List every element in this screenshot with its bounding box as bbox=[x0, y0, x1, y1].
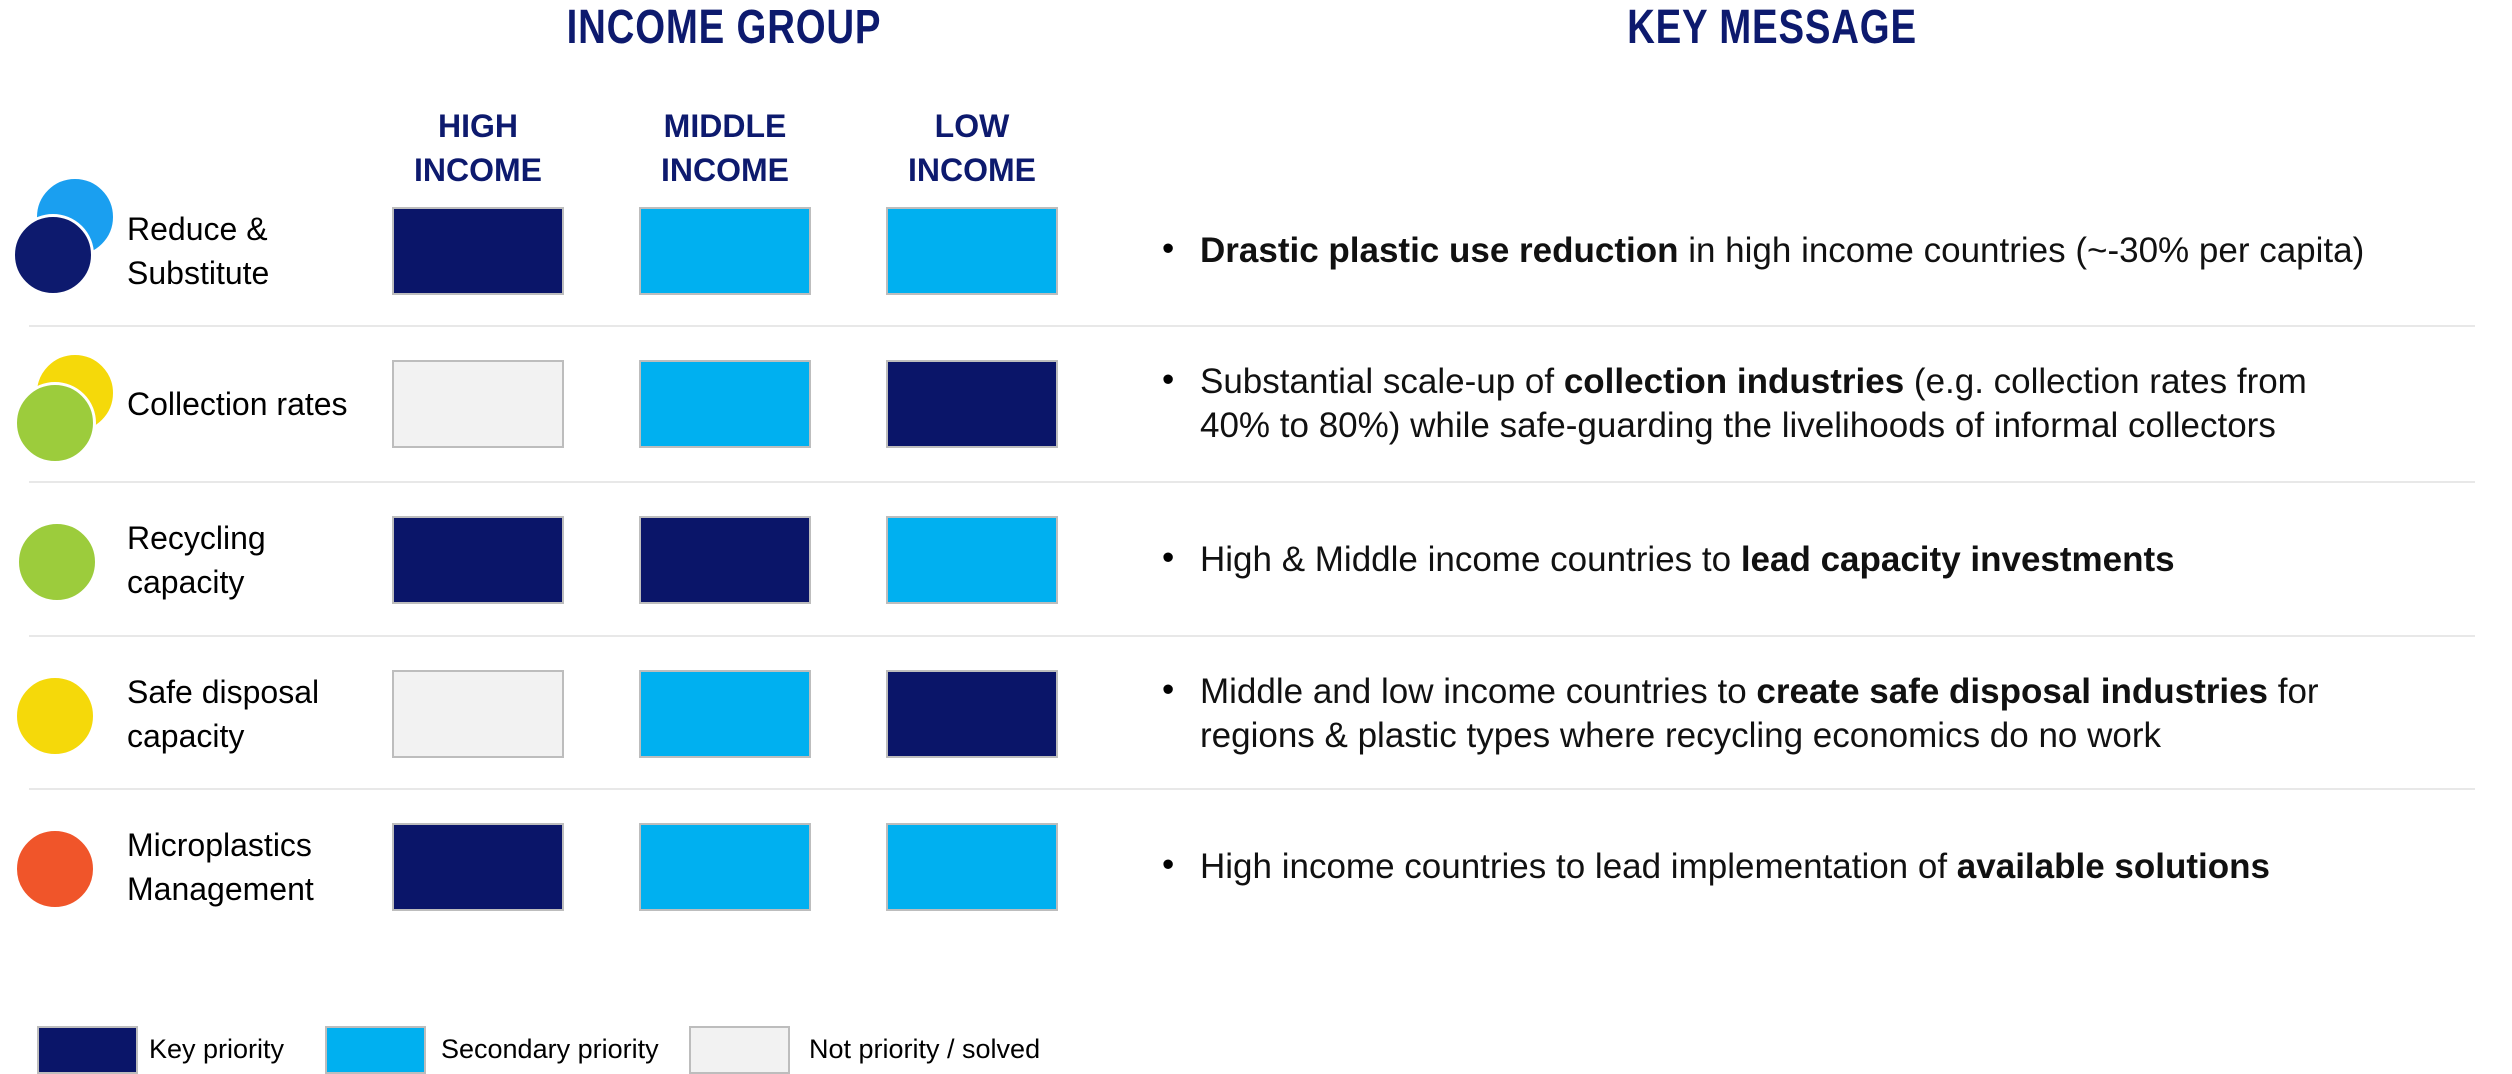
message-line: 40% to 80%) while safe-guarding the live… bbox=[1200, 404, 2307, 448]
row-separator bbox=[29, 325, 2475, 327]
row-label-line: capacity bbox=[127, 718, 245, 754]
key-message: High income countries to lead implementa… bbox=[1200, 845, 2270, 889]
priority-cell bbox=[886, 516, 1058, 604]
column-header: LOW INCOME bbox=[852, 104, 1092, 192]
row-label: Microplastics Management bbox=[127, 823, 314, 911]
column-header-line: HIGH bbox=[438, 108, 518, 144]
priority-cell bbox=[639, 823, 811, 911]
column-header-line: LOW bbox=[934, 108, 1010, 144]
message-text: for bbox=[2268, 672, 2319, 711]
priority-cell bbox=[392, 670, 564, 758]
row-separator bbox=[29, 635, 2475, 637]
row-label-line: Management bbox=[127, 871, 314, 907]
key-message: Drastic plastic use reduction in high in… bbox=[1200, 229, 2364, 273]
legend-label: Secondary priority bbox=[441, 1034, 659, 1064]
row-label-line: Collection rates bbox=[127, 386, 348, 422]
legend-swatch bbox=[37, 1026, 138, 1074]
column-header: MIDDLE INCOME bbox=[605, 104, 845, 192]
row-label-line: Microplastics bbox=[127, 827, 312, 863]
message-text: 40% to 80%) while safe-guarding the live… bbox=[1200, 406, 2276, 445]
bullet: • bbox=[1162, 845, 1175, 884]
row-label-line: Recycling bbox=[127, 520, 266, 556]
priority-cell bbox=[392, 360, 564, 448]
priority-cell bbox=[639, 360, 811, 448]
legend-label: Key priority bbox=[149, 1034, 285, 1064]
message-line: High & Middle income countries to lead c… bbox=[1200, 538, 2175, 582]
message-text: regions & plastic types where recycling … bbox=[1200, 716, 2161, 755]
row-icon bbox=[16, 521, 98, 603]
column-header: HIGH INCOME bbox=[358, 104, 598, 192]
priority-cell bbox=[639, 516, 811, 604]
priority-cell bbox=[639, 207, 811, 295]
legend-label: Not priority / solved bbox=[809, 1034, 1041, 1064]
key-message: Substantial scale-up of collection indus… bbox=[1200, 360, 2307, 448]
bullet: • bbox=[1162, 229, 1175, 268]
priority-cell bbox=[392, 207, 564, 295]
row-separator bbox=[29, 788, 2475, 790]
right-title: KEY MESSAGE bbox=[1627, 1, 1917, 54]
row-label-line: capacity bbox=[127, 564, 245, 600]
left-title: INCOME GROUP bbox=[566, 1, 882, 54]
bullet: • bbox=[1162, 360, 1175, 399]
message-line: Substantial scale-up of collection indus… bbox=[1200, 360, 2307, 404]
priority-cell bbox=[886, 823, 1058, 911]
priority-cell bbox=[886, 360, 1058, 448]
column-header-line: INCOME bbox=[661, 152, 789, 188]
message-text: Substantial scale-up of bbox=[1200, 362, 1564, 401]
message-bold: create safe disposal industries bbox=[1756, 672, 2269, 711]
row-label: Collection rates bbox=[127, 382, 348, 426]
message-line: High income countries to lead implementa… bbox=[1200, 845, 2270, 889]
message-bold: Drastic plastic use reduction bbox=[1200, 231, 1679, 270]
row-separator bbox=[29, 481, 2475, 483]
row-label: Safe disposal capacity bbox=[127, 670, 319, 758]
row-icon bbox=[14, 382, 96, 464]
bullet: • bbox=[1162, 538, 1175, 577]
message-line: regions & plastic types where recycling … bbox=[1200, 714, 2319, 758]
column-header-line: INCOME bbox=[414, 152, 542, 188]
message-line: Middle and low income countries to creat… bbox=[1200, 670, 2319, 714]
message-bold: collection industries bbox=[1563, 362, 1905, 401]
priority-cell bbox=[639, 670, 811, 758]
message-line: Drastic plastic use reduction in high in… bbox=[1200, 229, 2364, 273]
column-header-line: MIDDLE bbox=[663, 108, 787, 144]
message-text: High & Middle income countries to bbox=[1200, 540, 1741, 579]
key-message: Middle and low income countries to creat… bbox=[1200, 670, 2319, 758]
row-label: Recycling capacity bbox=[127, 516, 266, 604]
row-label-line: Reduce & bbox=[127, 211, 268, 247]
row-label-line: Safe disposal bbox=[127, 674, 320, 710]
message-text: Middle and low income countries to bbox=[1200, 672, 1757, 711]
priority-cell bbox=[886, 670, 1058, 758]
bullet: • bbox=[1162, 670, 1175, 709]
message-bold: available solutions bbox=[1956, 847, 2270, 886]
message-bold: lead capacity investments bbox=[1740, 540, 2175, 579]
legend-swatch bbox=[325, 1026, 426, 1074]
priority-cell bbox=[392, 516, 564, 604]
priority-cell bbox=[392, 823, 564, 911]
message-text: High income countries to lead implementa… bbox=[1200, 847, 1957, 886]
row-icon bbox=[14, 675, 96, 757]
row-icon bbox=[14, 828, 96, 910]
key-message: High & Middle income countries to lead c… bbox=[1200, 538, 2175, 582]
column-header-line: INCOME bbox=[908, 152, 1036, 188]
message-text: in high income countries (~-30% per capi… bbox=[1678, 231, 2365, 270]
legend-swatch bbox=[689, 1026, 790, 1074]
priority-cell bbox=[886, 207, 1058, 295]
row-label-line: Substitute bbox=[127, 255, 270, 291]
row-icon bbox=[12, 214, 94, 296]
message-text: (e.g. collection rates from bbox=[1904, 362, 2307, 401]
row-label: Reduce & Substitute bbox=[127, 207, 269, 295]
